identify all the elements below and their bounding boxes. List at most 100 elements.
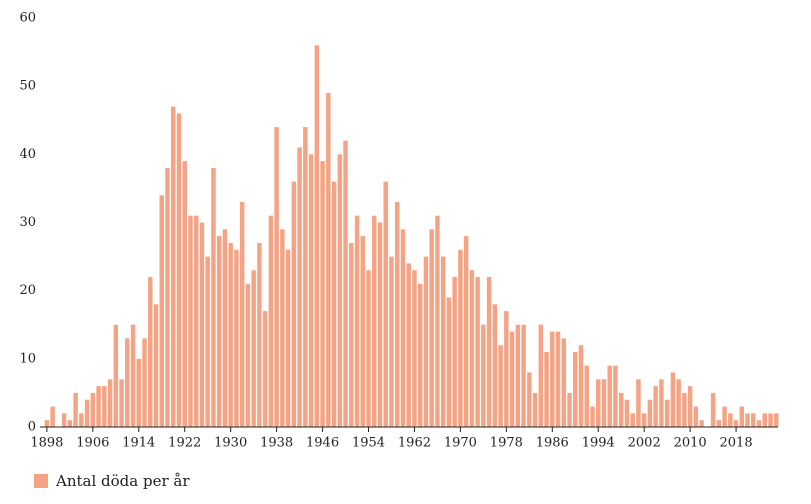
bar <box>601 379 607 427</box>
bar <box>113 324 119 427</box>
bar <box>193 215 199 427</box>
bar <box>182 161 187 427</box>
y-tick-label: 50 <box>19 79 36 94</box>
bar <box>320 161 325 427</box>
bar <box>486 277 492 427</box>
bar <box>561 338 567 427</box>
bar <box>774 413 779 427</box>
bar <box>584 365 589 427</box>
bar <box>492 304 498 427</box>
bar <box>699 420 704 427</box>
bar <box>148 277 153 427</box>
bar <box>274 127 279 428</box>
x-tick-label: 1954 <box>352 436 385 451</box>
x-tick-label: 1978 <box>490 436 523 451</box>
bar <box>624 399 630 427</box>
bar <box>308 154 314 428</box>
bar <box>756 420 762 427</box>
bar <box>73 392 78 427</box>
bar <box>377 222 383 427</box>
bar <box>659 379 664 427</box>
bar <box>538 324 544 427</box>
bar <box>647 399 653 427</box>
bar <box>337 154 343 428</box>
y-tick-label: 0 <box>28 420 36 435</box>
bar <box>595 379 601 427</box>
bar <box>136 358 142 427</box>
bar <box>728 413 733 427</box>
bar <box>159 195 164 427</box>
x-tick-label: 1946 <box>306 436 339 451</box>
bar <box>693 406 699 427</box>
bar <box>297 147 302 427</box>
y-tick-label: 40 <box>19 147 36 162</box>
bar <box>354 215 360 427</box>
bar <box>544 352 549 427</box>
bar <box>61 413 67 427</box>
bar <box>463 236 469 427</box>
bar <box>372 215 377 427</box>
bar <box>452 277 457 427</box>
bar <box>710 392 716 427</box>
y-tick-label: 20 <box>19 283 36 298</box>
bar <box>349 242 354 427</box>
bar <box>280 229 285 427</box>
bar <box>682 392 687 427</box>
bar <box>50 406 55 427</box>
bar <box>618 392 624 427</box>
x-tick-label: 1906 <box>76 436 109 451</box>
bar <box>222 229 228 427</box>
bar <box>515 324 521 427</box>
bar <box>130 324 136 427</box>
bar <box>291 181 297 427</box>
bar <box>107 379 113 427</box>
bar <box>733 420 739 427</box>
x-tick-label: 1994 <box>582 436 615 451</box>
bar <box>676 379 681 427</box>
bar <box>653 386 658 427</box>
y-tick-label: 60 <box>19 11 36 26</box>
bar <box>234 249 239 427</box>
bar <box>435 215 440 427</box>
bar <box>142 338 147 427</box>
bar <box>481 324 486 427</box>
bar <box>406 263 411 427</box>
bar <box>326 92 331 427</box>
bar <box>102 386 107 427</box>
x-tick-label: 1922 <box>168 436 201 451</box>
bar <box>509 331 515 427</box>
bar <box>303 127 308 428</box>
bar <box>90 392 96 427</box>
bar <box>314 45 320 428</box>
bar <box>389 256 394 427</box>
bar <box>475 277 480 427</box>
bar <box>555 331 561 427</box>
bar <box>119 379 124 427</box>
bar <box>383 181 388 427</box>
bar <box>343 140 348 427</box>
bar <box>171 106 176 427</box>
bar <box>417 283 423 427</box>
x-tick-label: 1898 <box>30 436 63 451</box>
bar <box>722 406 727 427</box>
x-tick-label: 1930 <box>214 436 247 451</box>
bar <box>670 372 676 427</box>
bar <box>567 392 572 427</box>
bar <box>176 113 182 427</box>
bar <box>199 222 205 427</box>
bar <box>251 270 256 427</box>
bar <box>366 270 371 427</box>
bar <box>84 399 90 427</box>
bar <box>716 420 722 427</box>
bar <box>630 413 635 427</box>
bar <box>532 392 538 427</box>
bar <box>613 365 618 427</box>
bar <box>79 413 84 427</box>
bar <box>125 338 130 427</box>
bar <box>762 413 768 427</box>
bar <box>751 413 756 427</box>
bar <box>664 399 670 427</box>
legend-label: Antal döda per år <box>55 472 190 490</box>
bar <box>412 270 417 427</box>
bar <box>188 215 193 427</box>
